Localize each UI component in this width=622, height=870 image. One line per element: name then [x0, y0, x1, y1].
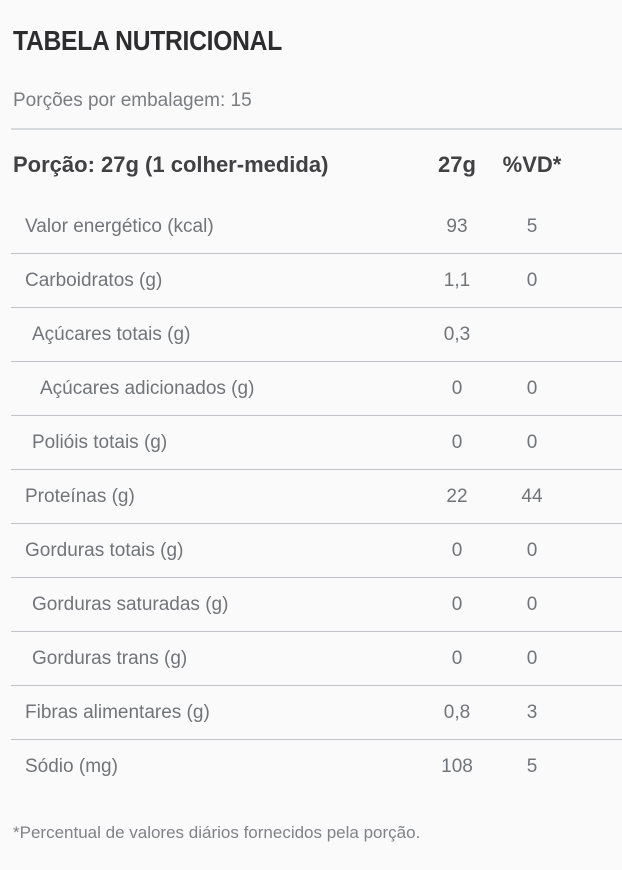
table-row: Açúcares totais (g) 0,3	[0, 308, 622, 362]
nutrient-quantity-value: 0	[451, 540, 463, 561]
nutrient-quantity-value: 108	[441, 756, 473, 777]
table-row: Gorduras saturadas (g) 0 0	[0, 578, 622, 632]
nutrient-label: Gorduras saturadas (g)	[32, 594, 229, 615]
nutrient-daily-value: 3	[526, 702, 538, 723]
table-row: Gorduras totais (g) 0 0	[0, 524, 622, 578]
nutrient-quantity-value: 1,1	[443, 270, 471, 291]
nutrient-daily-value: 0	[526, 648, 538, 669]
nutrient-daily-value: 0	[526, 540, 538, 561]
nutrient-label: Valor energético (kcal)	[25, 216, 214, 237]
daily-value-footnote: *Percentual de valores diários fornecido…	[13, 823, 421, 842]
quantity-column-header: 27g	[438, 152, 476, 177]
table-row: Valor energético (kcal) 93 5	[0, 200, 622, 254]
table-row: Açúcares adicionados (g) 0 0	[0, 362, 622, 416]
nutrient-daily-value: 0	[526, 432, 538, 453]
nutrient-daily-value: 0	[526, 594, 538, 615]
nutrition-table: Porção: 27g (1 colher-medida) 27g %VD* V…	[0, 128, 622, 794]
nutrient-daily-value: 5	[526, 216, 538, 237]
table-body: Valor energético (kcal) 93 5 Carboidrato…	[0, 200, 622, 794]
portion-header-label: Porção: 27g (1 colher-medida)	[13, 152, 329, 177]
nutrient-daily-value: 0	[526, 270, 538, 291]
nutrient-quantity-value: 22	[446, 486, 468, 507]
nutrient-quantity-value: 0	[451, 648, 463, 669]
table-row: Polióis totais (g) 0 0	[0, 416, 622, 470]
nutrient-quantity-value: 0	[451, 594, 463, 615]
nutrient-label: Açúcares adicionados (g)	[40, 378, 255, 399]
nutrient-label: Gorduras totais (g)	[25, 540, 184, 561]
table-row: Carboidratos (g) 1,1 0	[0, 254, 622, 308]
table-row: Gorduras trans (g) 0 0	[0, 632, 622, 686]
nutrient-quantity-value: 0,8	[443, 702, 471, 723]
table-row: Sódio (mg) 108 5	[0, 740, 622, 794]
nutrient-label: Gorduras trans (g)	[32, 648, 188, 669]
nutrient-quantity-value: 0	[451, 432, 463, 453]
nutrient-daily-value: 44	[521, 486, 543, 507]
nutrient-label: Fibras alimentares (g)	[25, 702, 210, 723]
table-row: Fibras alimentares (g) 0,8 3	[0, 686, 622, 740]
table-top-rule	[11, 128, 622, 130]
nutrient-quantity-value: 93	[446, 216, 468, 237]
nutrient-quantity-value: 0,3	[443, 324, 471, 345]
nutrient-label: Polióis totais (g)	[32, 432, 168, 453]
nutrient-daily-value: 0	[526, 378, 538, 399]
page-title-wrap: TABELA NUTRICIONAL	[0, 0, 622, 57]
nutrient-label: Açúcares totais (g)	[32, 324, 191, 345]
daily-value-column-header: %VD*	[502, 152, 562, 177]
nutrient-quantity-value: 0	[451, 378, 463, 399]
page-title: TABELA NUTRICIONAL	[13, 25, 283, 56]
servings-per-package-text: Porções por embalagem: 15	[13, 90, 252, 111]
nutrient-label: Carboidratos (g)	[25, 270, 163, 291]
table-row: Proteínas (g) 22 44	[0, 470, 622, 524]
nutrient-label: Proteínas (g)	[25, 486, 135, 507]
nutrient-label: Sódio (mg)	[25, 756, 118, 777]
nutrient-daily-value: 5	[526, 756, 538, 777]
table-header-row: Porção: 27g (1 colher-medida) 27g %VD*	[0, 130, 622, 200]
